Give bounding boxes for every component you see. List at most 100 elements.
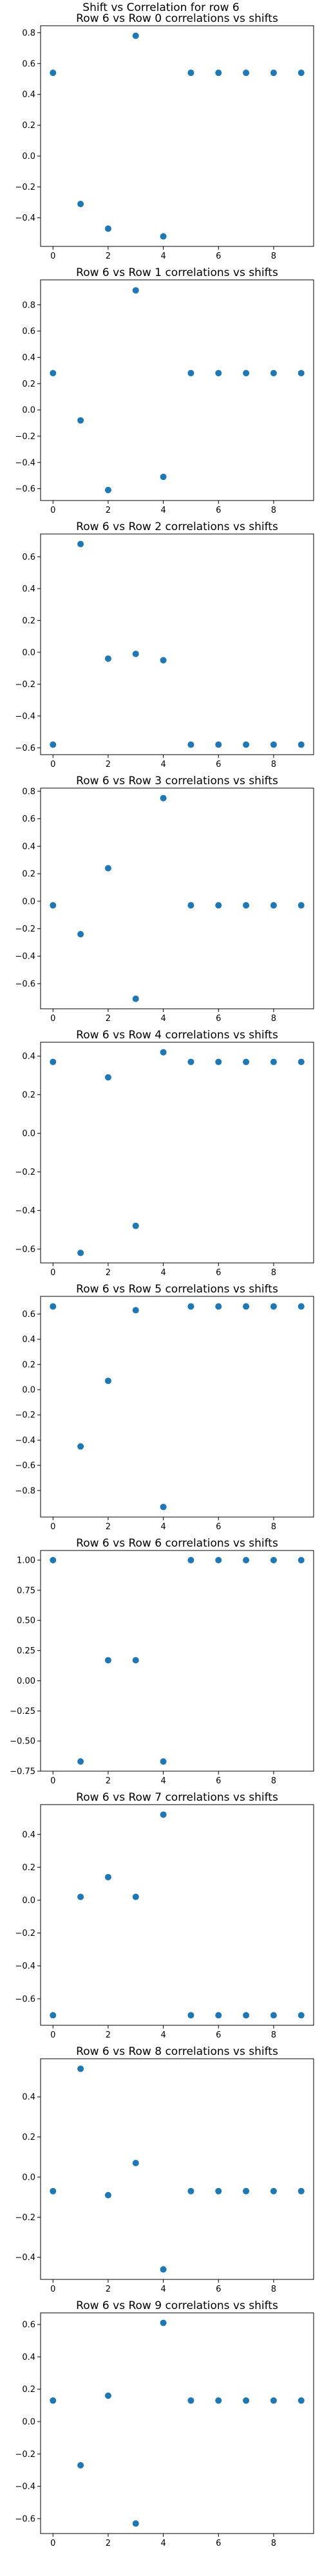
x-tick-label: 2	[106, 2539, 111, 2548]
subplot-2: Row 6 vs Row 2 correlations vs shifts 0 2 4…	[15, 520, 314, 769]
data-point	[77, 201, 84, 208]
data-point	[132, 1222, 139, 1229]
subplot-title: Row 6 vs Row 1 correlations vs shifts	[76, 266, 278, 279]
y-tick-label: 0.50	[17, 1616, 35, 1626]
y-tick-label: −0.6	[15, 1245, 35, 1255]
x-tick-label: 6	[216, 1522, 221, 1532]
y-tick-label: 0.0	[22, 406, 35, 416]
y-tick-label: 0.6	[22, 1310, 35, 1320]
data-point	[298, 1303, 305, 1310]
data-point	[243, 1058, 250, 1065]
data-point	[50, 369, 57, 376]
x-tick-label: 6	[216, 760, 221, 769]
y-tick-label: 0.4	[22, 2353, 35, 2362]
data-point	[77, 417, 84, 424]
data-point	[298, 1556, 305, 1563]
x-tick-label: 6	[216, 506, 221, 515]
y-tick-label: −0.6	[15, 979, 35, 989]
y-tick-label: −0.4	[15, 214, 35, 223]
x-tick-label: 6	[216, 2285, 221, 2294]
data-point	[243, 1303, 250, 1310]
y-tick-label: 0.4	[22, 1830, 35, 1840]
x-tick-label: 4	[160, 1522, 166, 1532]
subplot-4: Row 6 vs Row 4 correlations vs shifts 0 2 4…	[15, 1029, 314, 1278]
y-tick-label: −0.6	[15, 1461, 35, 1471]
x-tick-label: 6	[216, 1268, 221, 1278]
data-point	[298, 2012, 305, 2019]
data-point	[104, 1377, 111, 1385]
data-point	[132, 1657, 139, 1664]
x-tick-label: 4	[160, 2030, 166, 2040]
y-tick-label: 0.8	[22, 28, 35, 38]
subplot-title: Row 6 vs Row 0 correlations vs shifts	[76, 12, 278, 25]
x-tick-label: 8	[271, 760, 276, 769]
axes-frame	[40, 1804, 314, 2026]
y-tick-label: 0.0	[22, 1386, 35, 1395]
data-point	[77, 1249, 84, 1256]
y-tick-label: 0.4	[22, 842, 35, 852]
axes-frame	[40, 787, 314, 1009]
y-tick-label: 0.6	[22, 327, 35, 336]
x-tick-label: 2	[106, 506, 111, 515]
data-point	[270, 2187, 277, 2194]
data-point	[215, 2012, 222, 2019]
data-point	[104, 1873, 111, 1881]
y-tick-label: 0.2	[22, 1360, 35, 1370]
data-point	[77, 1443, 84, 1450]
data-point	[160, 2266, 167, 2273]
y-tick-label: 0.2	[22, 2385, 35, 2395]
y-tick-label: 0.6	[22, 814, 35, 824]
data-point	[132, 650, 139, 658]
x-tick-label: 2	[106, 252, 111, 261]
data-point	[77, 1893, 84, 1900]
subplot-title: Row 6 vs Row 7 correlations vs shifts	[76, 1791, 278, 1804]
data-point	[160, 233, 167, 240]
x-tick-label: 0	[50, 760, 55, 769]
y-tick-label: 0.25	[17, 1646, 35, 1656]
y-tick-label: −0.2	[15, 1929, 35, 1938]
y-tick-label: 1.00	[17, 1556, 35, 1565]
x-tick-label: 8	[271, 252, 276, 261]
subplot-title: Row 6 vs Row 6 correlations vs shifts	[76, 1537, 278, 1550]
subplot-title: Row 6 vs Row 4 correlations vs shifts	[76, 1029, 278, 1042]
x-tick-label: 0	[50, 2285, 55, 2294]
data-point	[50, 2012, 57, 2019]
data-point	[160, 1758, 167, 1765]
data-point	[77, 2065, 84, 2072]
data-point	[50, 2187, 57, 2194]
y-tick-label: 0.6	[22, 553, 35, 562]
data-point	[270, 1058, 277, 1065]
y-tick-label: 0.0	[22, 1129, 35, 1139]
data-point	[215, 369, 222, 376]
subplot-7: Row 6 vs Row 7 correlations vs shifts 0 2 4…	[15, 1791, 314, 2040]
y-tick-label: −0.2	[15, 1411, 35, 1421]
x-tick-label: 6	[216, 1014, 221, 1024]
subplot-title: Row 6 vs Row 5 correlations vs shifts	[76, 1283, 278, 1296]
data-point	[77, 540, 84, 547]
axes-frame	[40, 2312, 314, 2534]
y-tick-label: −0.4	[15, 458, 35, 468]
axes-frame	[40, 25, 314, 247]
data-point	[243, 369, 250, 376]
x-tick-label: 4	[160, 2539, 166, 2548]
y-tick-label: 0.4	[22, 353, 35, 363]
x-tick-label: 2	[106, 2285, 111, 2294]
y-tick-label: −0.25	[10, 1707, 35, 1716]
data-point	[132, 287, 139, 294]
axes-frame	[40, 1550, 314, 1772]
data-point	[104, 486, 111, 493]
y-tick-label: −0.50	[10, 1737, 35, 1747]
axes-frame	[40, 533, 314, 755]
y-tick-label: −0.4	[15, 1962, 35, 1971]
x-tick-label: 2	[106, 1014, 111, 1024]
x-tick-label: 2	[106, 760, 111, 769]
y-tick-label: −0.6	[15, 744, 35, 753]
data-point	[104, 1657, 111, 1664]
data-point	[243, 902, 250, 909]
x-tick-label: 8	[271, 1014, 276, 1024]
y-tick-label: −0.2	[15, 2213, 35, 2223]
subplot-0: Row 6 vs Row 0 correlations vs shifts 0 2 4…	[15, 12, 314, 261]
data-point	[160, 1049, 167, 1056]
y-tick-label: −0.2	[15, 925, 35, 934]
